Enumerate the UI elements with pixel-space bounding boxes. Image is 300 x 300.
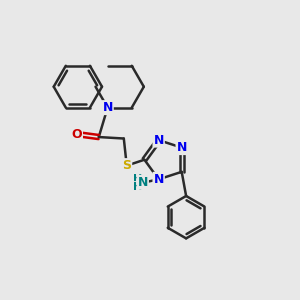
Text: O: O: [71, 128, 82, 141]
Text: H: H: [133, 182, 142, 192]
Text: N: N: [102, 101, 113, 114]
Text: H: H: [133, 174, 142, 184]
Text: N: N: [154, 134, 164, 147]
Text: S: S: [122, 159, 131, 172]
Text: N: N: [138, 176, 148, 189]
Text: N: N: [154, 173, 164, 186]
Text: N: N: [176, 141, 187, 154]
